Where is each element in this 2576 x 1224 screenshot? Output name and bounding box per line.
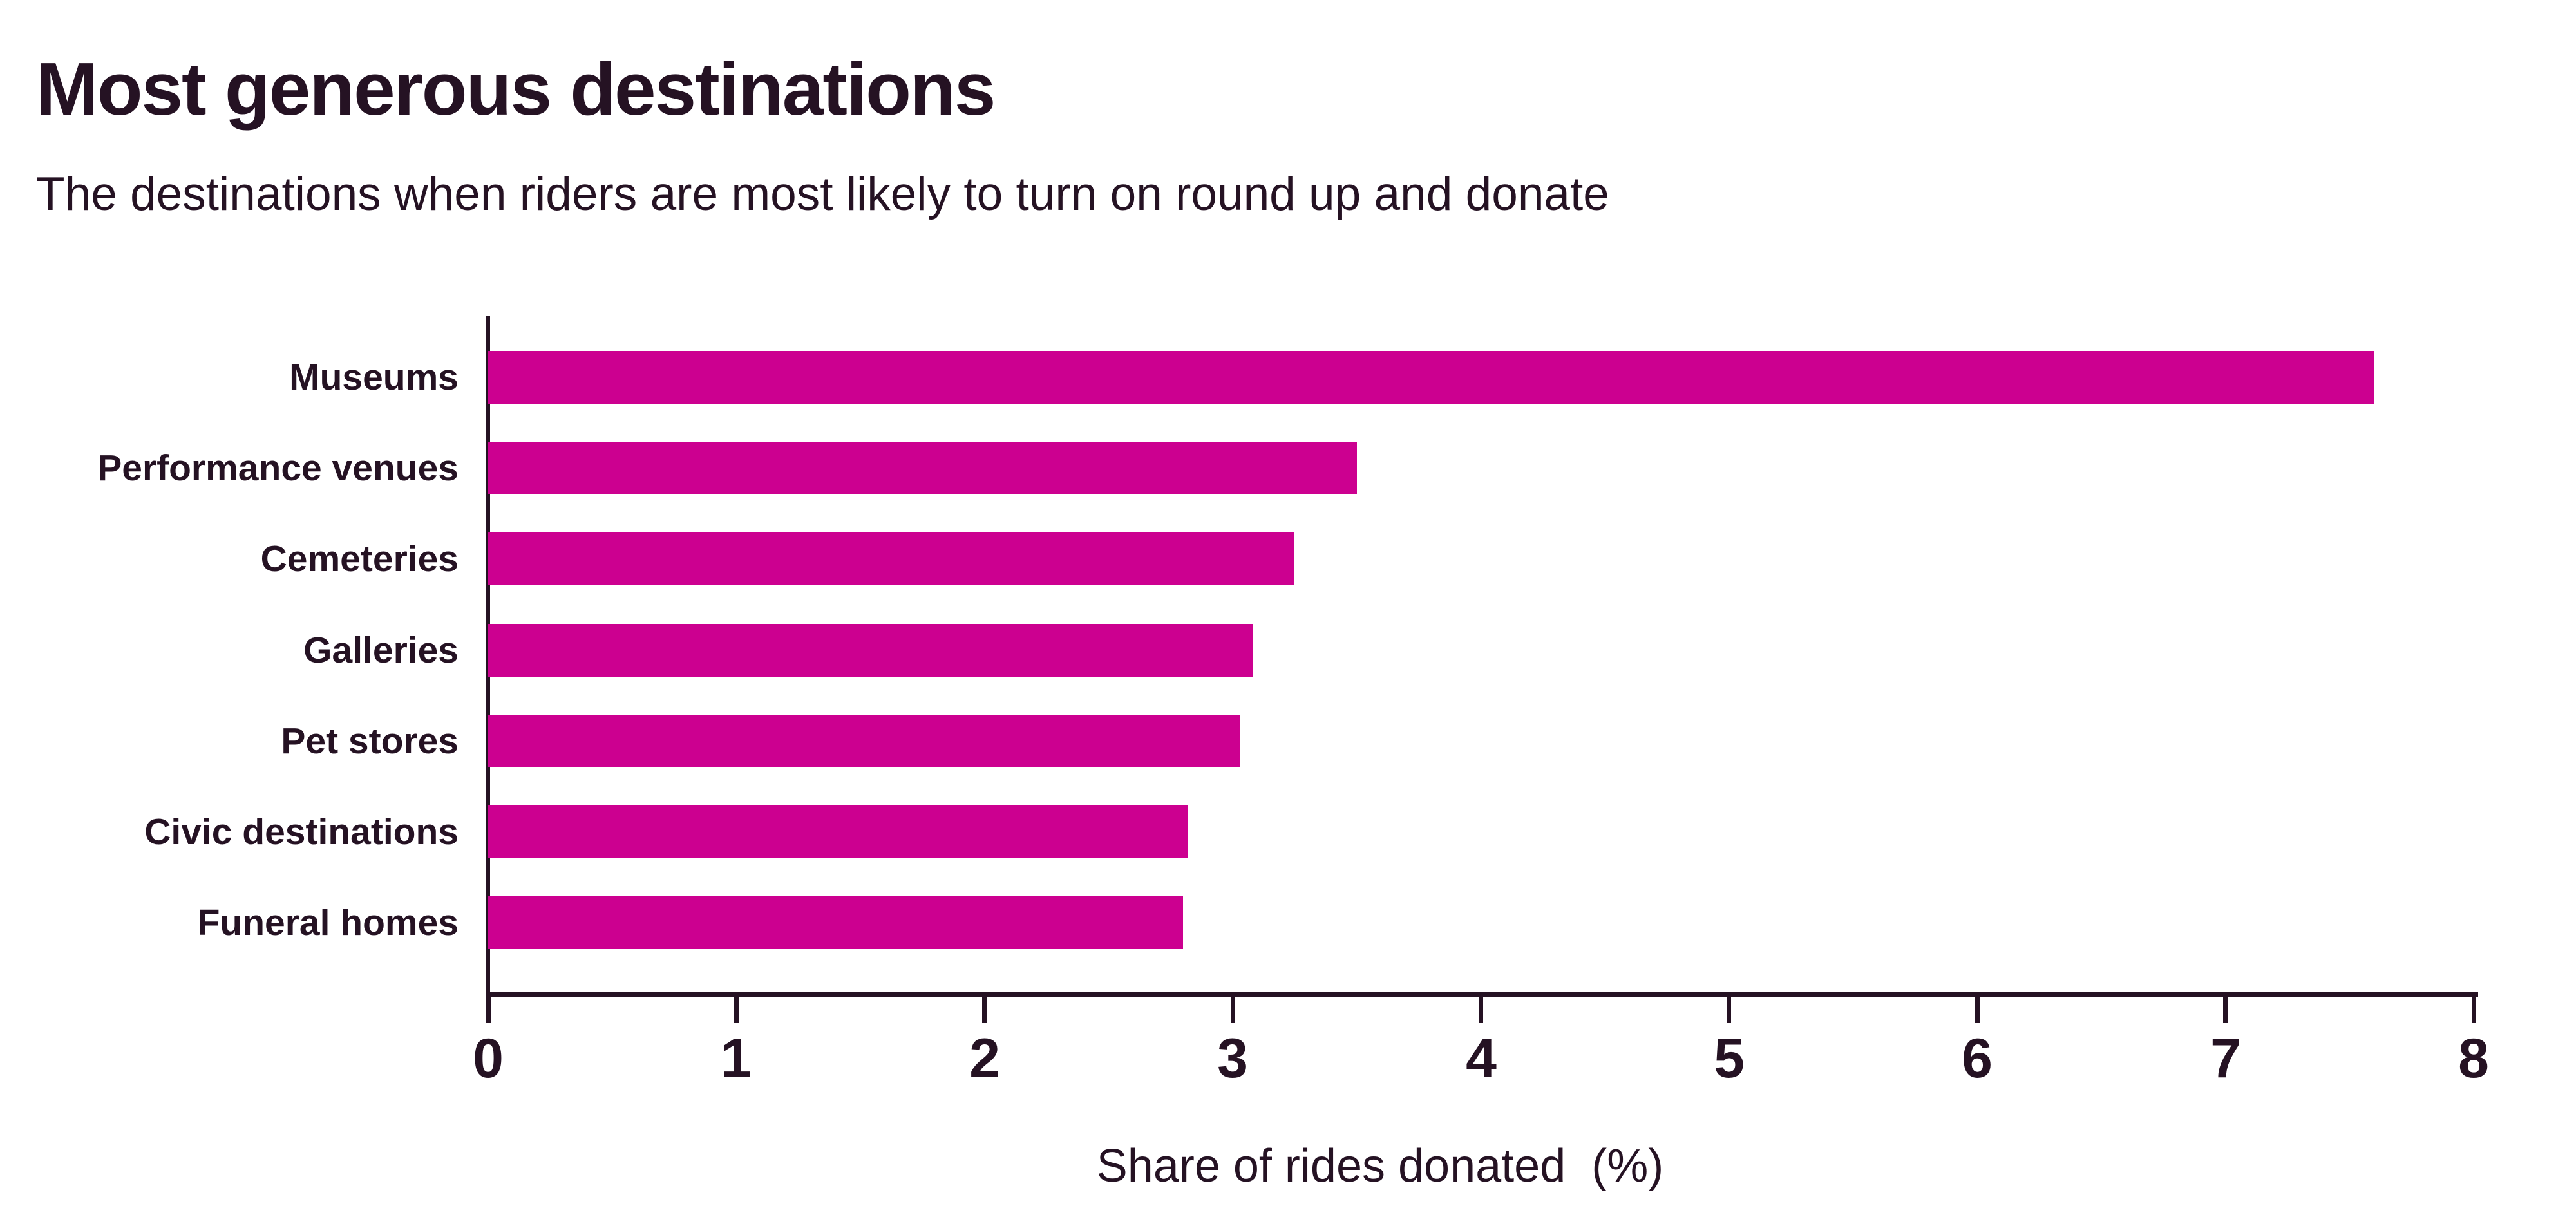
category-label: Galleries [303, 630, 459, 671]
x-tick-label: 2 [969, 1028, 1000, 1089]
x-tick-mark [1975, 997, 1980, 1023]
chart-title: Most generous destinations [36, 47, 996, 131]
x-tick-mark [1231, 997, 1235, 1023]
bar [488, 715, 1240, 767]
y-axis-line [486, 316, 490, 997]
category-label: Civic destinations [144, 811, 459, 852]
x-tick-mark [734, 997, 739, 1023]
bar [488, 805, 1188, 858]
chart-subtitle: The destinations when riders are most li… [36, 168, 1609, 220]
x-tick-mark [1727, 997, 1731, 1023]
category-label: Cemeteries [260, 538, 459, 579]
x-tick-label: 4 [1466, 1028, 1497, 1089]
x-axis-line [486, 992, 2478, 997]
category-label: Funeral homes [197, 902, 459, 943]
x-tick-mark [2472, 997, 2476, 1023]
x-tick-mark [1479, 997, 1483, 1023]
x-tick-label: 3 [1217, 1028, 1248, 1089]
x-tick-label: 5 [1714, 1028, 1745, 1089]
bar [488, 624, 1253, 677]
bar [488, 442, 1357, 494]
x-tick-label: 6 [1962, 1028, 1993, 1089]
bar [488, 351, 2374, 404]
category-label: Performance venues [97, 447, 459, 489]
x-tick-mark [2223, 997, 2228, 1023]
plot-area [488, 316, 2474, 996]
x-axis-title: Share of rides donated (%) [1096, 1140, 1664, 1192]
x-tick-label: 8 [2458, 1028, 2489, 1089]
category-label: Pet stores [281, 720, 459, 762]
x-tick-label: 1 [721, 1028, 752, 1089]
x-tick-mark [982, 997, 987, 1023]
bar [488, 532, 1294, 585]
category-label: Museums [289, 357, 459, 398]
x-tick-label: 7 [2210, 1028, 2241, 1089]
x-tick-mark [486, 997, 491, 1023]
x-tick-label: 0 [473, 1028, 504, 1089]
bar [488, 896, 1183, 949]
